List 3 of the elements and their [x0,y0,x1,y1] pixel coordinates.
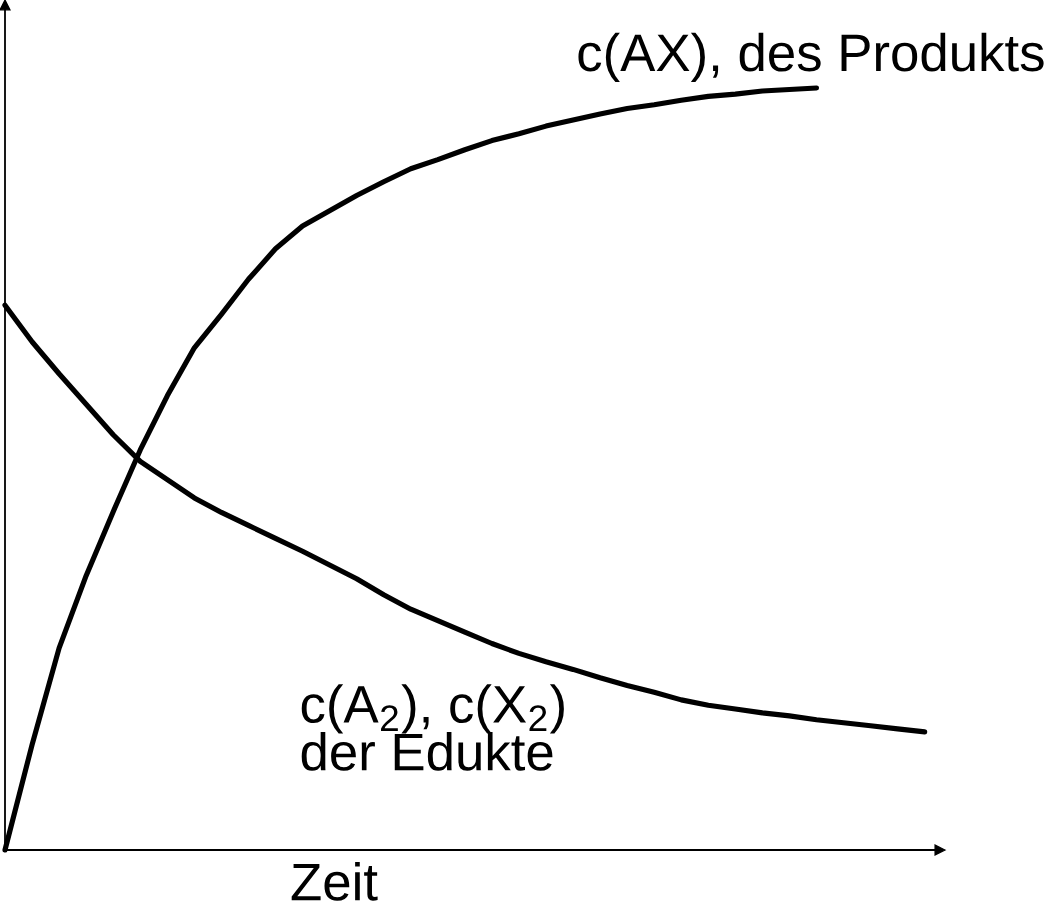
series-label: c(AX), des Produkts [578,32,1044,82]
series-label: c(A$_{2}$), c(X$_{2}$) der Edukte [301,684,564,771]
x-axis-title: Zeit [291,862,378,901]
